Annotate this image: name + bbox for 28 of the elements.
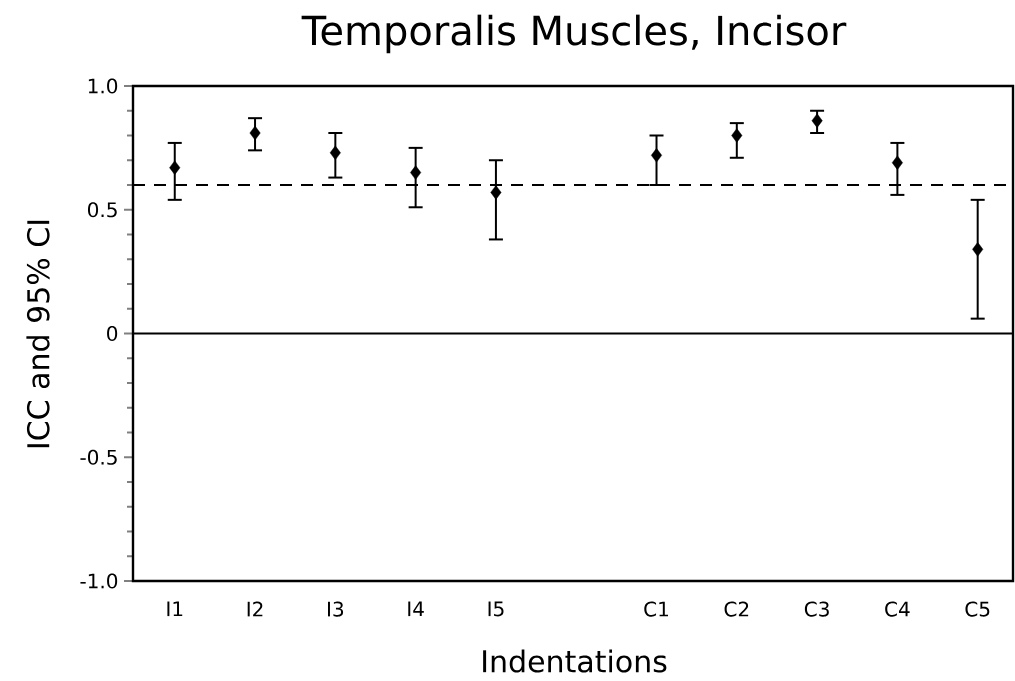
x-tick-label: I2 bbox=[247, 601, 263, 617]
point bbox=[891, 155, 903, 170]
point bbox=[811, 113, 823, 128]
x-tick-label: C3 bbox=[804, 601, 829, 617]
y-tick-label: -1.0 bbox=[80, 573, 118, 589]
point bbox=[329, 145, 341, 161]
point bbox=[249, 125, 261, 141]
x-tick-label: C5 bbox=[965, 601, 990, 617]
y-tick-label: -0.5 bbox=[80, 449, 117, 465]
x-tick-label: C4 bbox=[885, 601, 910, 617]
y-tick-label: 0 bbox=[107, 325, 118, 342]
x-axis-title: Indentations bbox=[483, 649, 667, 673]
y-tick-label: 0.5 bbox=[87, 202, 117, 218]
y-tick-label: 1.0 bbox=[88, 78, 118, 94]
x-tick-label: I4 bbox=[408, 601, 424, 617]
point bbox=[490, 185, 502, 200]
x-tick-label: C2 bbox=[724, 601, 749, 617]
x-tick-label: I5 bbox=[488, 601, 504, 617]
chart-title: Temporalis Muscles, Incisor bbox=[301, 14, 847, 54]
x-tick-label: I3 bbox=[328, 601, 344, 617]
y-axis-title: ICC and 95% CI bbox=[26, 220, 50, 448]
point bbox=[169, 160, 181, 175]
point bbox=[972, 242, 984, 257]
point bbox=[651, 148, 662, 163]
point bbox=[410, 165, 422, 180]
point bbox=[731, 128, 743, 143]
x-tick-label: I1 bbox=[167, 601, 183, 617]
x-tick-label: C1 bbox=[644, 601, 668, 617]
